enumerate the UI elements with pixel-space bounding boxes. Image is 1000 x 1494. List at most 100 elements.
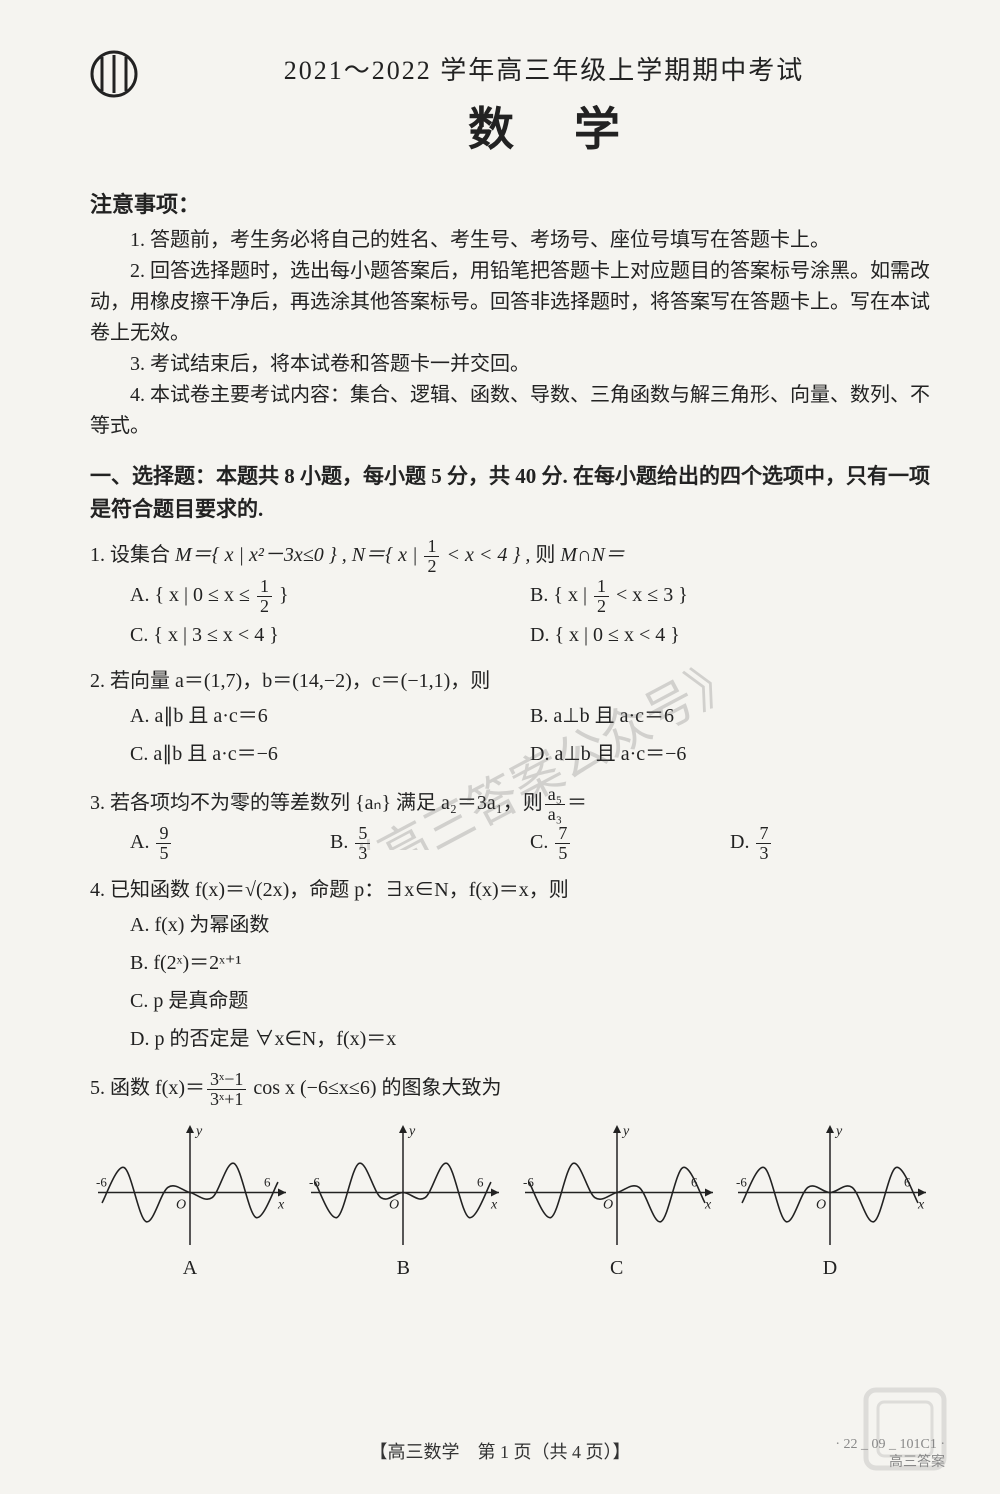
q1-B-post: < x ≤ 3 } [611, 584, 688, 606]
question-1: 1. 设集合 M＝{ x | x²－3x≤0 } , N＝{ x | 12 < … [90, 537, 930, 576]
q4-opt-b: B. f(2ˣ)＝2ˣ⁺¹ [130, 944, 930, 982]
q1-setm-pre: M＝{ x | x [175, 544, 258, 566]
q4-opt-a: A. f(x) 为幂函数 [130, 906, 930, 944]
q2-options: A. a∥b 且 a·c＝6 B. a⊥b 且 a·c＝6 C. a∥b 且 a… [130, 697, 930, 773]
q2-opt-b: B. a⊥b 且 a·c＝6 [530, 697, 930, 735]
q3-fnum: a₅ [545, 785, 565, 805]
svg-text:y: y [407, 1124, 416, 1139]
notice-heading: 注意事项： [90, 187, 930, 219]
q3-stem-a: 3. 若各项均不为零的等差数列 {aₙ} 满足 a₂＝3a₁，则 [90, 792, 543, 814]
notice-item-4: 4. 本试卷主要考试内容：集合、逻辑、函数、导数、三角函数与解三角形、向量、数列… [90, 380, 930, 442]
q1-opt-d: D. { x | 0 ≤ x < 4 } [530, 616, 930, 654]
svg-text:-6: -6 [96, 1175, 107, 1190]
q1-B-pre: B. { x | [530, 584, 592, 606]
question-2: 2. 若向量 a＝(1,7)，b＝(14,−2)，c＝(−1,1)，则 [90, 666, 930, 697]
title-block: 2021～2022 学年高三年级上学期期中考试 数学 [158, 50, 930, 159]
corner-code-bot: 高三答案 [835, 1454, 945, 1472]
chart-c-label: C [517, 1257, 717, 1280]
q1-setm-tail: < x < 4 } , [441, 544, 530, 566]
q3-A-label: A. [130, 831, 154, 853]
q1-mn: M∩N＝ [555, 544, 624, 566]
subject-title: 数学 [158, 93, 930, 159]
q1-A-num: 1 [257, 577, 272, 597]
q3-A-num: 9 [156, 824, 171, 844]
q2-opt-a: A. a∥b 且 a·c＝6 [130, 697, 530, 735]
svg-text:O: O [603, 1198, 613, 1213]
chart-row: y x O -6 6 A y x O -6 6 B y x O -6 6 C y x O -6 6 D [90, 1121, 930, 1280]
notice-item-2: 2. 回答选择题时，选出每小题答案后，用铅笔把答题卡上对应题目的答案标号涂黑。如… [90, 256, 930, 349]
q3-options: A. 95 B. 53 C. 75 D. 73 [130, 823, 930, 863]
corner-code: · 22 _ 09 _ 101C1 · 高三答案 [835, 1436, 945, 1472]
q1-opt-b: B. { x | 12 < x ≤ 3 } [530, 576, 930, 616]
q5-fden: 3ˣ+1 [207, 1090, 246, 1109]
q1-opt-a: A. { x | 0 ≤ x ≤ 12 } [130, 576, 530, 616]
question-3: 3. 若各项均不为零的等差数列 {aₙ} 满足 a₂＝3a₁，则a₅a₃＝ [90, 785, 930, 824]
q3-D-label: D. [730, 831, 754, 853]
corner-code-top: · 22 _ 09 _ 101C1 · [835, 1436, 945, 1454]
chart-b-svg: y x O -6 6 [303, 1121, 503, 1251]
q2-opt-c: C. a∥b 且 a·c＝−6 [130, 735, 530, 773]
chart-a-svg: y x O -6 6 [90, 1121, 290, 1251]
notice-item-3: 3. 考试结束后，将本试卷和答题卡一并交回。 [90, 349, 930, 380]
q3-opt-b: B. 53 [330, 823, 530, 863]
svg-text:y: y [621, 1124, 630, 1139]
section1-heading: 一、选择题：本题共 8 小题，每小题 5 分，共 40 分. 在每小题给出的四个… [90, 460, 930, 525]
svg-text:y: y [834, 1124, 843, 1139]
q4-opt-c: C. p 是真命题 [130, 982, 930, 1020]
svg-text:-6: -6 [736, 1175, 747, 1190]
q1-half-num: 1 [424, 537, 439, 557]
q1-options: A. { x | 0 ≤ x ≤ 12 } B. { x | 12 < x ≤ … [130, 576, 930, 654]
svg-text:x: x [277, 1198, 285, 1213]
q3-C-label: C. [530, 831, 553, 853]
svg-text:6: 6 [264, 1175, 271, 1190]
svg-text:y: y [194, 1124, 203, 1139]
q3-opt-a: A. 95 [130, 823, 330, 863]
q3-B-label: B. [330, 831, 353, 853]
question-5: 5. 函数 f(x)＝3ˣ−13ˣ+1 cos x (−6≤x≤6) 的图象大致… [90, 1070, 930, 1109]
q1-B-den: 2 [594, 597, 609, 616]
chart-b: y x O -6 6 B [303, 1121, 503, 1280]
svg-text:O: O [389, 1198, 399, 1213]
chart-d-label: D [730, 1257, 930, 1280]
svg-text:-6: -6 [309, 1175, 320, 1190]
q3-opt-c: C. 75 [530, 823, 730, 863]
q3-fden: a₃ [545, 805, 565, 824]
exam-logo-icon [90, 50, 138, 98]
chart-b-label: B [303, 1257, 503, 1280]
svg-text:O: O [816, 1198, 826, 1213]
exam-page: 2021～2022 学年高三年级上学期期中考试 数学 注意事项： 1. 答题前，… [0, 0, 1000, 1494]
q4-options: A. f(x) 为幂函数 B. f(2ˣ)＝2ˣ⁺¹ C. p 是真命题 D. … [130, 906, 930, 1058]
svg-text:x: x [490, 1198, 498, 1213]
svg-text:O: O [176, 1198, 186, 1213]
q3-D-num: 7 [756, 824, 771, 844]
chart-c: yxO-66 C [517, 1121, 717, 1280]
q1-half-den: 2 [424, 557, 439, 576]
q3-stem-b: ＝ [567, 792, 587, 814]
svg-text:-6: -6 [523, 1175, 534, 1190]
q5-fnum: 3ˣ−1 [207, 1070, 246, 1090]
question-4: 4. 已知函数 f(x)＝√(2x)，命题 p：∃x∈N，f(x)＝x，则 [90, 875, 930, 906]
svg-text:x: x [917, 1198, 925, 1213]
q4-opt-d: D. p 的否定是 ∀x∈N，f(x)＝x [130, 1020, 930, 1058]
q1-opt-c: C. { x | 3 ≤ x < 4 } [130, 616, 530, 654]
q5-stem-a: 5. 函数 f(x)＝ [90, 1077, 205, 1099]
q1-A: A. { x | 0 ≤ x ≤ [130, 584, 255, 606]
chart-d-svg: yxO-66 [730, 1121, 930, 1251]
header: 2021～2022 学年高三年级上学期期中考试 数学 [90, 50, 930, 159]
q1-A-den: 2 [257, 597, 272, 616]
q3-B-den: 3 [355, 844, 370, 863]
svg-text:6: 6 [477, 1175, 484, 1190]
chart-a: y x O -6 6 A [90, 1121, 290, 1280]
q3-B-num: 5 [355, 824, 370, 844]
q3-A-den: 5 [156, 844, 171, 863]
chart-c-svg: yxO-66 [517, 1121, 717, 1251]
chart-a-label: A [90, 1257, 290, 1280]
q5-stem-b: cos x (−6≤x≤6) 的图象大致为 [248, 1077, 501, 1099]
q1-stem-b: 则 [530, 544, 555, 566]
q1-B-num: 1 [594, 577, 609, 597]
q3-C-den: 5 [555, 844, 570, 863]
svg-text:x: x [704, 1198, 712, 1213]
q1-setm-mid: ²－3x≤0 } , N＝{ x | [258, 544, 423, 566]
exam-title: 2021～2022 学年高三年级上学期期中考试 [158, 50, 930, 87]
q3-C-num: 7 [555, 824, 570, 844]
